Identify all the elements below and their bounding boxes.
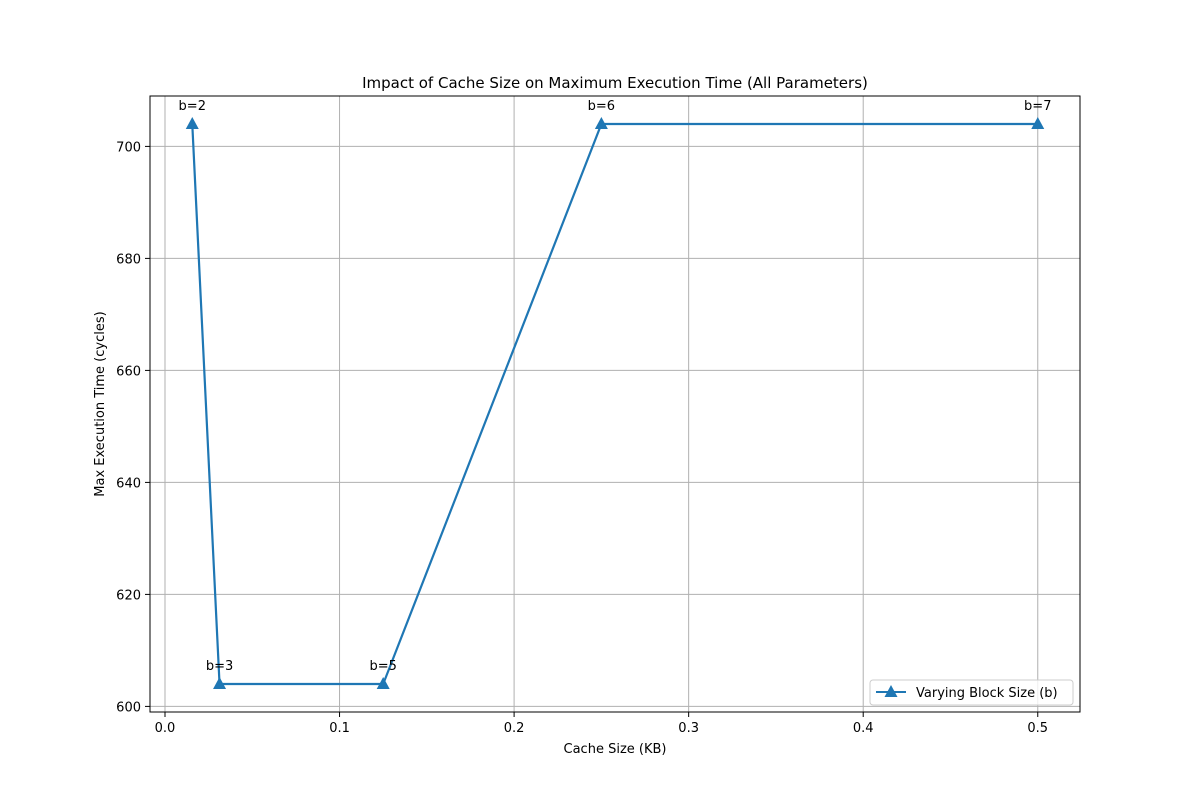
chart-title: Impact of Cache Size on Maximum Executio…	[362, 74, 868, 92]
y-tick-label: 700	[116, 140, 141, 155]
y-tick-label: 640	[116, 476, 141, 491]
y-tick-label: 600	[116, 700, 141, 715]
x-tick-label: 0.1	[329, 721, 350, 736]
data-point-marker	[185, 117, 199, 129]
plot-frame	[149, 95, 1081, 713]
x-tick-label: 0.5	[1027, 721, 1048, 736]
legend-label: Varying Block Size (b)	[916, 686, 1058, 701]
point-annotation: b=6	[588, 99, 615, 114]
data-point-marker	[1031, 117, 1045, 129]
point-annotation: b=7	[1024, 99, 1051, 114]
x-tick-label: 0.4	[853, 721, 874, 736]
data-point-marker	[213, 677, 227, 689]
legend: Varying Block Size (b)	[869, 679, 1074, 706]
annotations: b=2 b=3 b=5 b=6 b=7	[179, 99, 1052, 674]
y-axis-ticks: 600 620 640 660 680 700	[116, 140, 150, 715]
y-axis-label: Max Execution Time (cycles)	[93, 311, 108, 496]
y-tick-label: 680	[116, 252, 141, 267]
x-tick-label: 0.2	[504, 721, 525, 736]
x-tick-label: 0.3	[678, 721, 699, 736]
data-point-marker	[376, 677, 390, 689]
series-layer	[185, 117, 1045, 689]
x-axis-label: Cache Size (KB)	[564, 742, 667, 757]
legend-marker	[884, 685, 898, 697]
point-annotation: b=2	[179, 99, 206, 114]
legend-frame	[869, 679, 1074, 706]
x-axis-ticks: 0.0 0.1 0.2 0.3 0.4 0.5	[155, 712, 1048, 736]
x-tick-label: 0.0	[155, 721, 176, 736]
y-tick-label: 660	[116, 364, 141, 379]
point-annotation: b=5	[369, 659, 396, 674]
grid	[150, 96, 1080, 712]
y-tick-label: 620	[116, 588, 141, 603]
data-point-marker	[594, 117, 608, 129]
point-annotation: b=3	[206, 659, 233, 674]
